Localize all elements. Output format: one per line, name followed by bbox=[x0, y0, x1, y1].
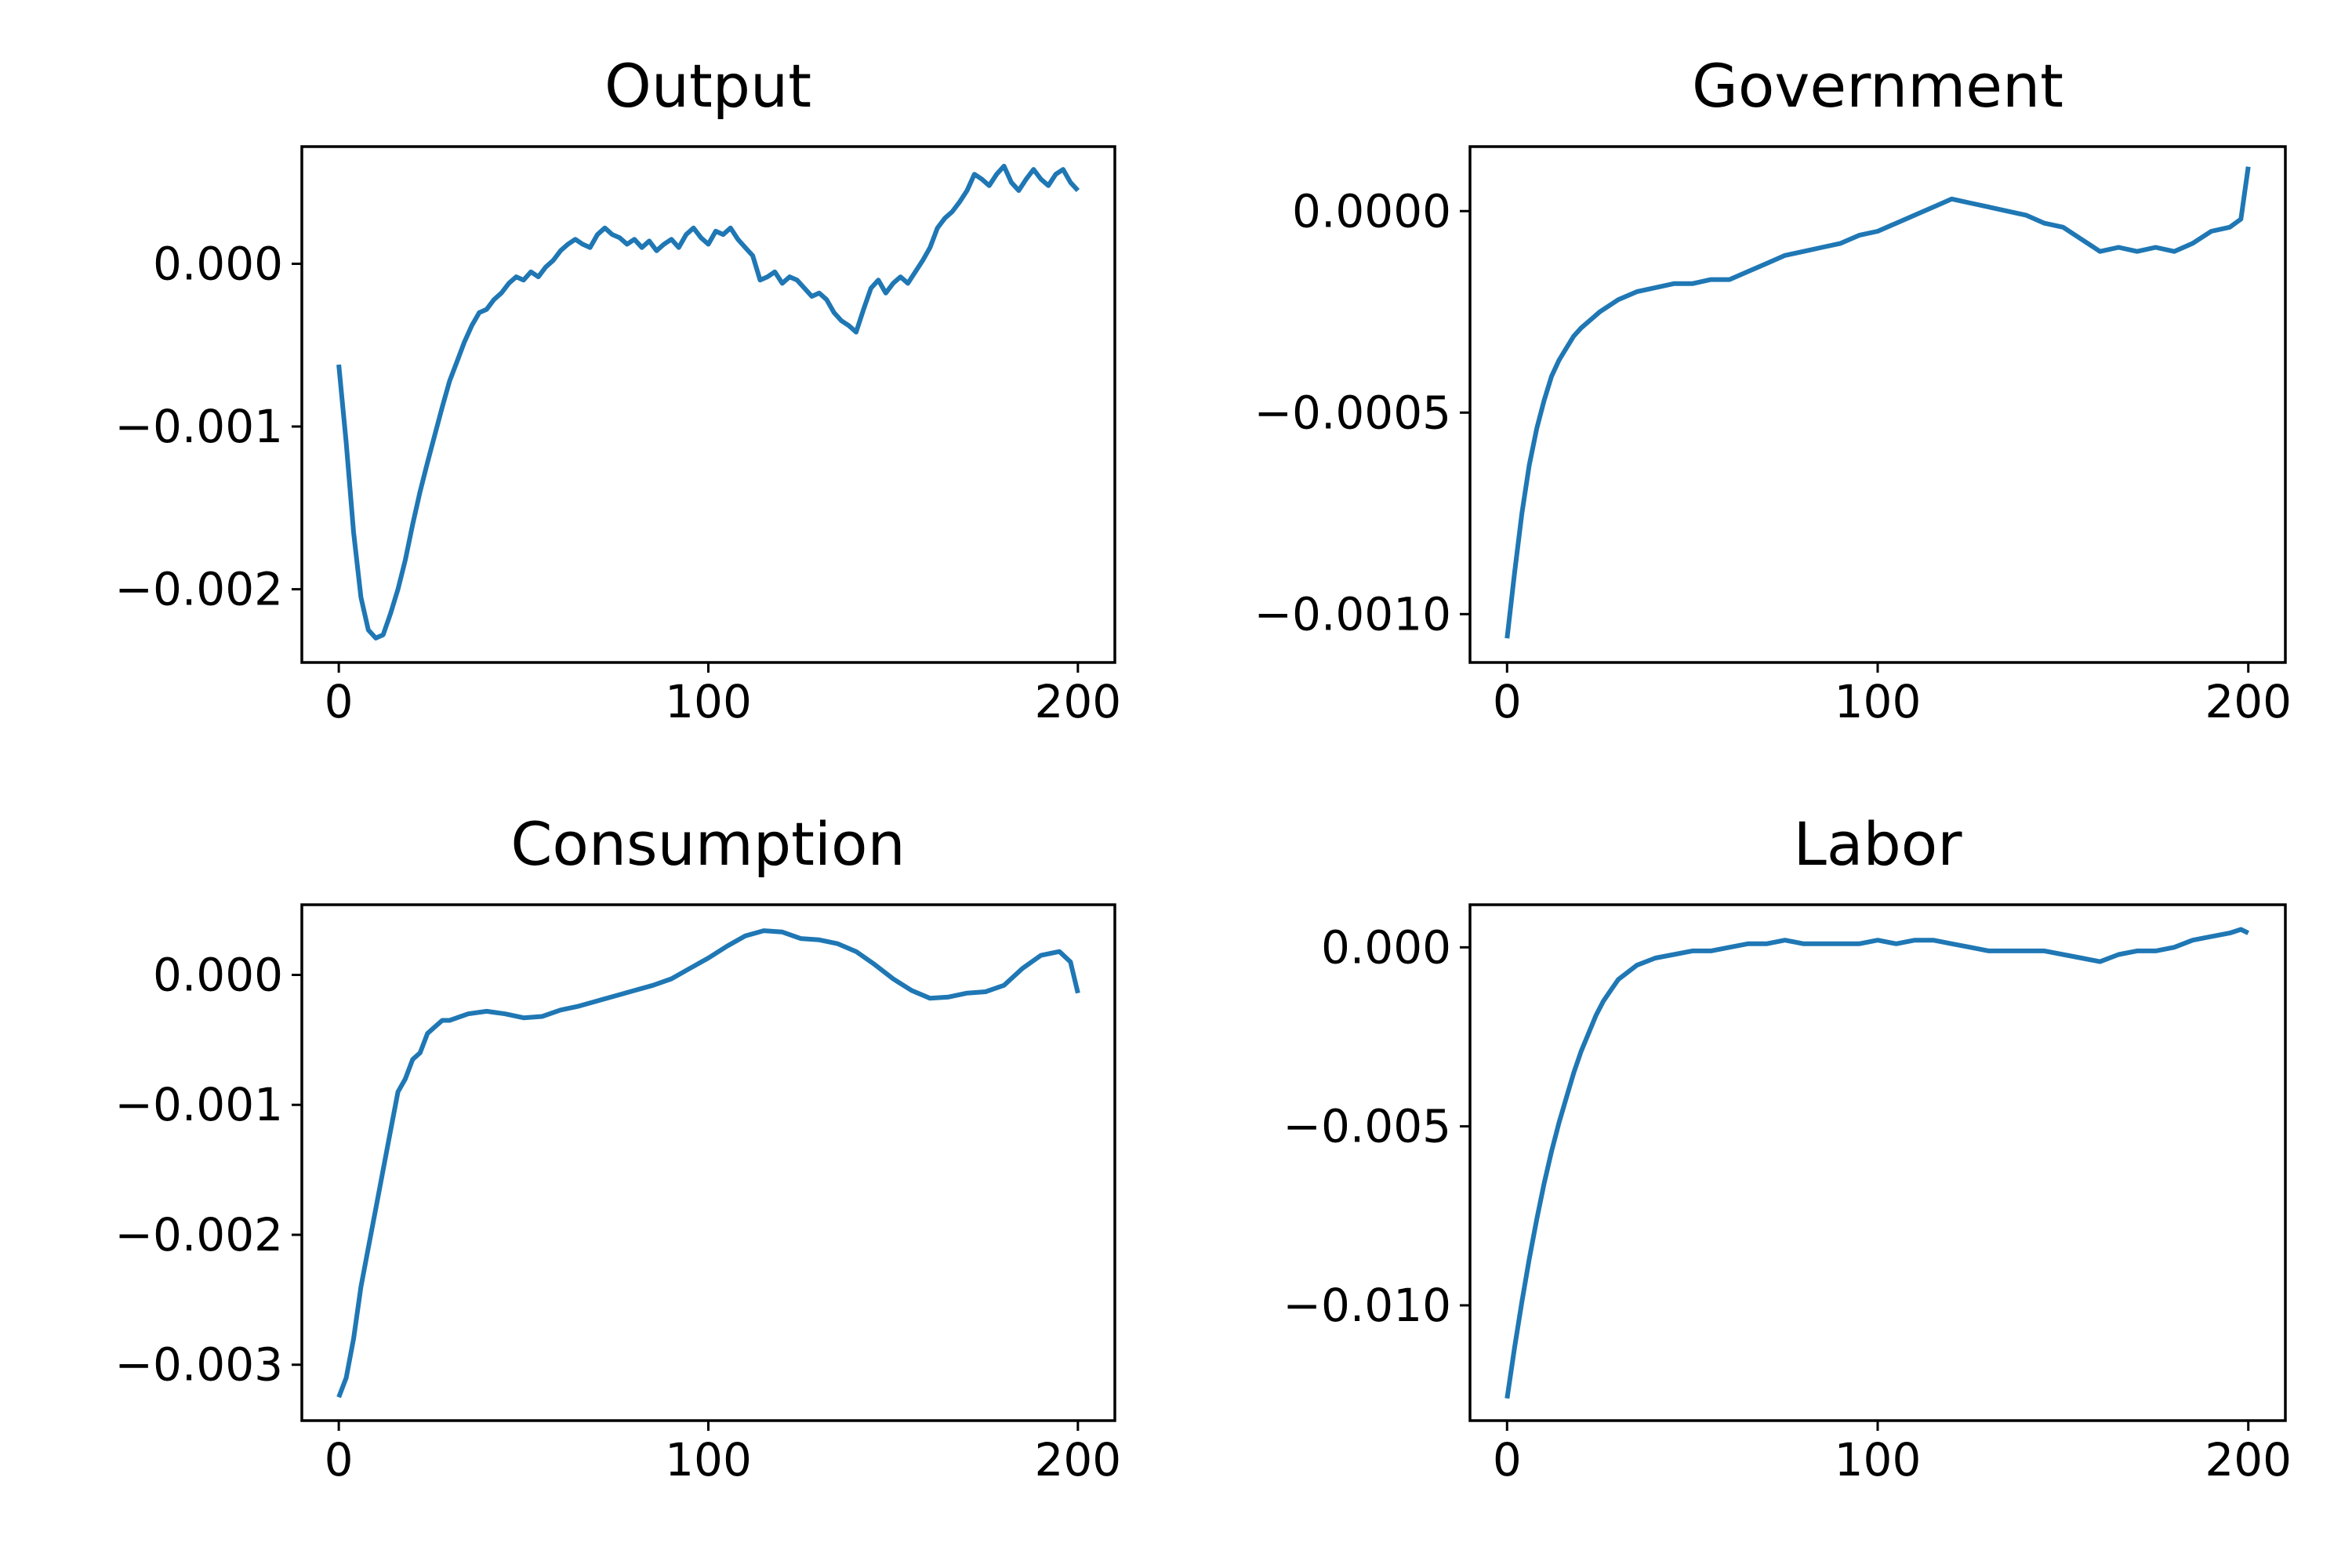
x-tick-label: 100 bbox=[1835, 1433, 1922, 1486]
axes-frame bbox=[1468, 903, 2287, 1422]
panel-labor: Labor 0 100 200 0.000 −0.005 −0.010 bbox=[1283, 809, 2292, 1486]
series-line bbox=[1504, 927, 2250, 1399]
x-tick-label: 200 bbox=[2205, 675, 2292, 728]
y-tick-label: −0.0010 bbox=[1254, 587, 1451, 641]
y-tick-label: −0.001 bbox=[114, 400, 283, 453]
panel-title: Consumption bbox=[510, 809, 905, 879]
x-tick-label: 200 bbox=[1035, 1433, 1122, 1486]
axes-frame bbox=[1468, 145, 2287, 664]
panel-title: Labor bbox=[1794, 809, 1963, 879]
panel-title: Government bbox=[1692, 51, 2063, 121]
y-tick-label: −0.0005 bbox=[1254, 386, 1451, 439]
y-tick-label: 0.0000 bbox=[1292, 184, 1451, 238]
panel-title: Output bbox=[604, 51, 811, 121]
series-line bbox=[1504, 166, 2251, 639]
y-tick-label: 0.000 bbox=[153, 949, 283, 1002]
x-tick-label: 100 bbox=[665, 675, 752, 728]
x-tick-label: 0 bbox=[325, 1433, 354, 1486]
x-tick-label: 0 bbox=[1493, 1433, 1522, 1486]
series-line bbox=[336, 163, 1080, 641]
y-tick-label: −0.002 bbox=[114, 563, 283, 616]
panel-consumption: Consumption 0 100 200 0.000 −0.001 −0.002 −0.0… bbox=[114, 809, 1121, 1486]
y-tick-label: 0.000 bbox=[1321, 920, 1451, 974]
y-tick-label: −0.001 bbox=[114, 1078, 283, 1131]
y-tick-label: −0.003 bbox=[114, 1338, 283, 1392]
panel-government: Government 0 100 200 0.0000 −0.0005 −0.0010 bbox=[1254, 51, 2292, 728]
y-tick-label: −0.010 bbox=[1283, 1279, 1451, 1332]
x-tick-label: 200 bbox=[1035, 675, 1122, 728]
y-tick-label: −0.005 bbox=[1283, 1100, 1451, 1153]
x-tick-label: 0 bbox=[1493, 675, 1522, 728]
y-tick-label: 0.000 bbox=[153, 237, 283, 290]
x-tick-label: 0 bbox=[325, 675, 354, 728]
axes-frame bbox=[300, 903, 1116, 1422]
x-tick-label: 100 bbox=[665, 1433, 752, 1486]
series-line bbox=[336, 928, 1080, 1399]
axes-frame bbox=[300, 145, 1116, 664]
x-tick-label: 100 bbox=[1835, 675, 1922, 728]
y-tick-label: −0.002 bbox=[114, 1208, 283, 1261]
panel-output: Output 0 100 200 0.000 −0.001 −0.002 bbox=[114, 51, 1121, 728]
x-tick-label: 200 bbox=[2205, 1433, 2292, 1486]
